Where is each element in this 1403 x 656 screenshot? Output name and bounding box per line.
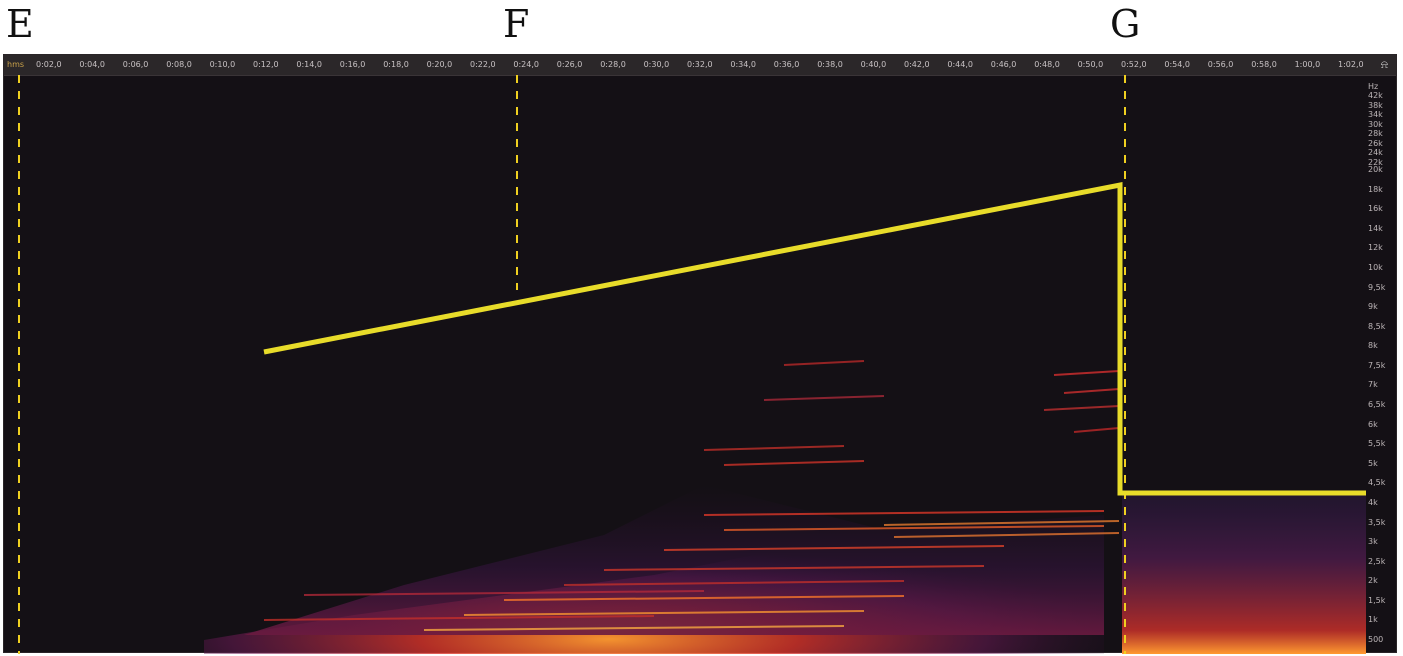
frequency-label: 500 [1368,635,1384,644]
time-ruler-label: 0:10,0 [209,60,236,69]
time-ruler-label: 0:26,0 [556,60,583,69]
harmonic-streak [663,545,1005,551]
headphones-icon[interactable]: ⍾ [1380,58,1388,71]
frequency-unit-label: Hz [1368,82,1379,91]
frequency-label: 20k [1368,165,1383,174]
frequency-label: 9k [1368,302,1378,312]
frequency-label: 3k [1368,537,1378,547]
frequency-label: 3,5k [1368,517,1386,527]
frequency-label: 34k [1368,110,1383,119]
harmonic-streak [1073,427,1120,433]
time-ruler-label: 1:02,0 [1338,60,1364,69]
time-ruler-label: 0:42,0 [904,60,930,69]
spectrogram-energy [204,485,1366,654]
frequency-label: 22k [1368,157,1383,167]
frequency-label: 30k [1368,119,1383,129]
harmonic-bands [263,360,1120,631]
frequency-label: 1k [1368,615,1378,625]
frequency-label: 6k [1368,419,1378,429]
time-ruler-label: 0:16,0 [339,60,366,69]
frequency-label: 42k [1368,91,1383,100]
harmonic-streak [883,520,1120,526]
time-ruler-label: 0:56,0 [1207,60,1234,69]
time-ruler-label: 0:04,0 [79,60,105,69]
frequency-scale: Hz 42k 38k 34k 30k 28k 26k 24k 22k 20k 18k 16k 14k 1… [1366,75,1396,654]
time-ruler-label: 0:08,0 [166,60,192,69]
time-ruler-label: 0:18,0 [383,60,409,69]
time-ruler-label: 0:50,0 [1077,60,1104,69]
time-ruler-label: 0:36,0 [773,60,800,69]
harmonic-streak [723,460,865,466]
frequency-label: 18k [1368,184,1383,194]
time-ruler-label: 0:38,0 [817,60,843,69]
harmonic-streak [703,510,1105,516]
harmonic-streak [303,590,705,596]
frequency-label: 28k [1368,129,1383,138]
time-ruler-label: 0:06,0 [122,60,149,69]
time-unit-label: hms [7,60,25,69]
marker-label-f: F [503,2,530,46]
frequency-label: 8,5k [1368,321,1386,331]
time-ruler-label: 0:02,0 [36,60,62,69]
time-ruler-label: 0:48,0 [1034,60,1060,69]
frequency-label: 10k [1368,262,1383,272]
time-ruler-label: 0:32,0 [687,60,713,69]
harmonic-streak [563,580,905,586]
harmonic-streak [463,610,865,616]
frequency-label: 4,5k [1368,478,1386,488]
frequency-label: 24k [1368,148,1383,157]
time-ruler-label: 0:24,0 [513,60,539,69]
marker-label-g: G [1110,2,1141,46]
harmonic-streak [1053,370,1120,376]
time-ruler-label: 0:20,0 [426,60,453,69]
time-ruler-label: 0:46,0 [990,60,1017,69]
frequency-label: 4k [1368,497,1378,507]
time-ruler-label: 0:14,0 [296,60,322,69]
frequency-label: 6,5k [1368,400,1386,409]
harmonic-streak [603,565,985,571]
frequency-label: 26k [1368,138,1383,148]
frequency-label: 7,5k [1368,360,1386,370]
time-ruler-label: 0:52,0 [1121,60,1147,69]
spectral-frequency-display[interactable]: hms ⍾ 0:02,0 0:04,0 0:06,0 0:08,0 0:10,0 0:12… [3,54,1397,654]
harmonic-streak [503,595,905,601]
harmonic-streak [763,395,885,401]
time-ruler-label: 0:22,0 [470,60,496,69]
frequency-label: 2,5k [1368,556,1386,566]
frequency-label: 2k [1368,576,1378,586]
frequency-label: 9,5k [1368,282,1386,292]
time-ruler-label: 1:00,0 [1294,60,1321,69]
time-ruler-label: 0:40,0 [860,60,887,69]
frequency-label: 14k [1368,223,1383,233]
harmonic-streak [263,615,655,621]
time-ruler-label: 0:44,0 [947,60,973,69]
harmonic-streak [893,532,1120,538]
time-ruler-label: 0:28,0 [600,60,626,69]
frequency-label: 7k [1368,380,1378,390]
harmonic-streak [703,445,845,451]
time-ruler-label: 0:58,0 [1251,60,1277,69]
harmonic-streak [423,625,845,631]
frequency-label: 12k [1368,243,1383,253]
harmonic-streak [1063,388,1120,394]
harmonic-streak [723,525,1105,531]
time-ruler-label: 0:54,0 [1164,60,1190,69]
marker-label-e: E [6,2,34,46]
time-ruler-label: 0:12,0 [253,60,279,69]
frequency-label: 5,5k [1368,439,1386,449]
harmonic-streak [1043,405,1120,411]
frequency-label: 16k [1368,204,1383,214]
time-ruler-label: 0:34,0 [730,60,756,69]
frequency-label: 8k [1368,341,1378,351]
spectrogram-canvas[interactable] [4,75,1366,654]
time-ruler[interactable]: hms ⍾ 0:02,0 0:04,0 0:06,0 0:08,0 0:10,0 0:12… [4,55,1396,76]
frequency-envelope-overlay [263,181,1366,496]
frequency-label: 1,5k [1368,595,1386,605]
frequency-label: 38k [1368,100,1383,110]
frequency-label: 5k [1368,458,1378,468]
time-ruler-label: 0:30,0 [643,60,670,69]
harmonic-streak [783,360,865,366]
